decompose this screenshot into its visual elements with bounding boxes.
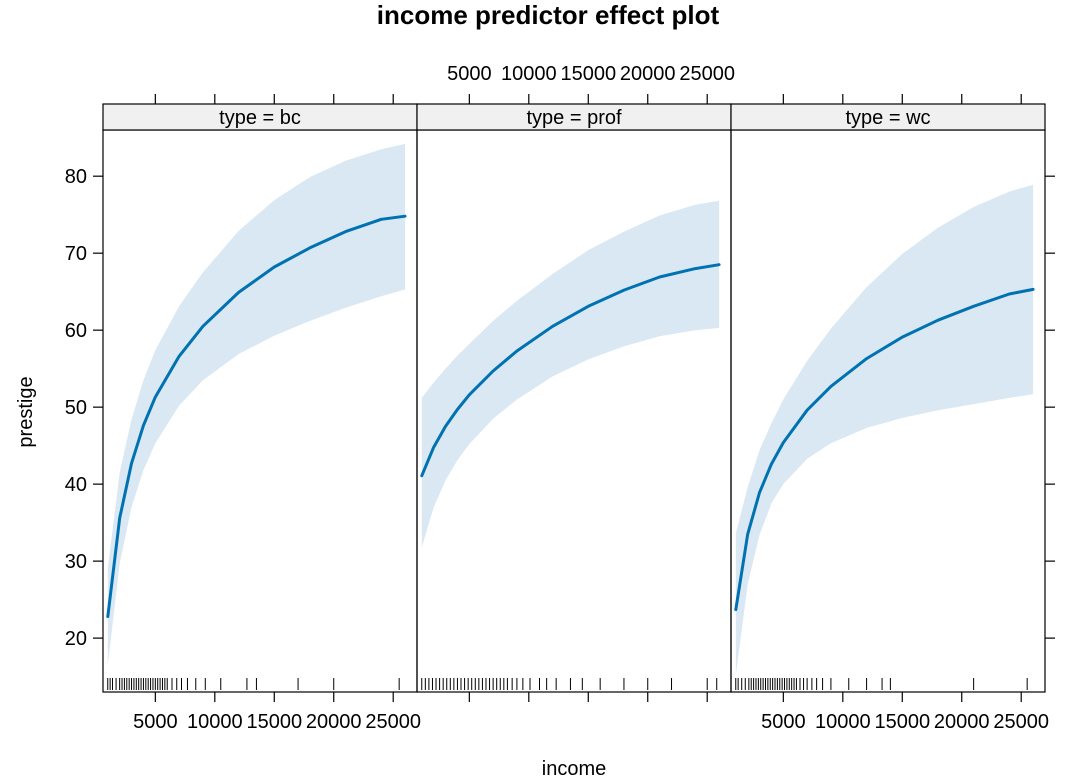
panel-1: type = bc 5000 10000 15000 20000 25000	[102, 94, 421, 733]
x-tick-label-top: 15000	[560, 63, 616, 85]
y-tick-label: 50	[65, 397, 87, 419]
fit-line	[106, 214, 407, 619]
y-tick-label: 70	[65, 243, 87, 265]
x-tick-label: 25000	[993, 711, 1049, 733]
y-tick-label: 60	[65, 320, 87, 342]
confidence-band	[421, 200, 720, 548]
strip-label: type = bc	[219, 107, 301, 129]
y-tick-label: 40	[65, 474, 87, 496]
x-tick-label-top: 10000	[501, 63, 557, 85]
fit-line	[420, 263, 721, 478]
y-tick-label: 80	[65, 166, 87, 188]
x-tick-label: 10000	[187, 711, 243, 733]
y-axis-label: prestige	[15, 376, 37, 447]
x-axis-label: income	[542, 758, 606, 780]
panel-3: type = wc 5000 10000 15000 20000 25000	[730, 94, 1049, 733]
x-tick-label-top: 25000	[679, 63, 735, 85]
confidence-band	[107, 143, 406, 666]
fit-line	[734, 287, 1035, 612]
x-tick-label: 15000	[874, 711, 930, 733]
y-tick-label: 30	[65, 551, 87, 573]
chart-title: income predictor effect plot	[377, 0, 720, 30]
strip-label: type = prof	[526, 107, 622, 129]
x-tick-label: 10000	[815, 711, 871, 733]
confidence-band	[735, 184, 1034, 676]
strip-label: type = wc	[845, 107, 930, 129]
strip-background	[102, 103, 418, 131]
x-tick-label-top: 5000	[447, 63, 492, 85]
x-tick-label-top: 20000	[620, 63, 676, 85]
x-tick-label: 5000	[761, 711, 806, 733]
strip-background	[730, 103, 1046, 131]
x-tick-label: 20000	[306, 711, 362, 733]
x-tick-label: 20000	[934, 711, 990, 733]
x-tick-label: 25000	[365, 711, 421, 733]
x-tick-label: 5000	[133, 711, 178, 733]
y-tick-label: 20	[65, 628, 87, 650]
panel-2: type = prof 5000 10000 15000 20000 25000	[416, 63, 735, 702]
x-tick-label: 15000	[246, 711, 302, 733]
strip-background	[416, 103, 732, 131]
